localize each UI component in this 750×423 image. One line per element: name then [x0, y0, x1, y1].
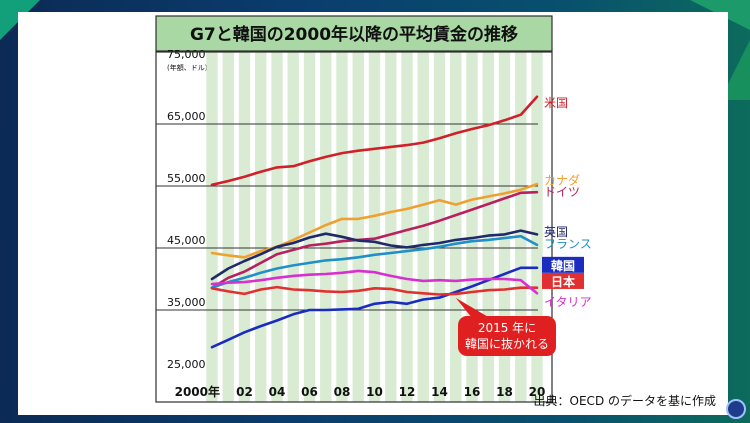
background-stripe: [206, 52, 218, 402]
series-label: 英国: [544, 225, 568, 239]
source-note: 出典：OECD のデータを基に作成: [533, 394, 716, 408]
background-stripe: [498, 52, 511, 402]
background-stripe: [320, 52, 332, 402]
annotation-pointer: [455, 297, 490, 318]
background-stripe: [303, 52, 316, 402]
background-stripe: [401, 52, 413, 402]
background-stripe: [287, 52, 299, 402]
background-stripe: [255, 52, 267, 402]
y-tick-label: 25,000: [167, 358, 206, 371]
background-stripe: [368, 52, 381, 402]
annotation-box: [458, 316, 556, 356]
series-line: [210, 190, 539, 289]
y-tick-label: 65,000: [167, 110, 206, 123]
x-tick-label: 14: [431, 385, 448, 399]
x-tick-label: 04: [269, 385, 286, 399]
x-tick-label: 20: [529, 385, 546, 399]
x-tick-label: 10: [366, 385, 383, 399]
x-tick-label: 2000年: [175, 384, 220, 399]
series-line: [210, 182, 539, 259]
series-line: [210, 234, 539, 289]
background-stripe: [466, 52, 478, 402]
x-tick-label: 16: [464, 385, 481, 399]
series-label-box: [542, 272, 584, 289]
background-stripe: [450, 52, 462, 402]
series-line: [210, 95, 539, 187]
annotation-text: 韓国に抜かれる: [465, 337, 549, 351]
background-stripe: [433, 52, 446, 402]
background-stripe: [352, 52, 364, 402]
series-label: イタリア: [544, 295, 592, 309]
x-tick-label: 12: [399, 385, 416, 399]
y-unit-label: (年額、ドル): [167, 63, 208, 72]
series-line: [210, 269, 539, 295]
series-label: 日本: [551, 274, 575, 289]
background-stripe: [531, 52, 543, 402]
background-stripe: [336, 52, 348, 402]
series-label: 米国: [544, 96, 568, 110]
chart-frame: [155, 51, 553, 403]
x-tick-label: 02: [236, 385, 253, 399]
series-label: カナダ: [544, 173, 580, 188]
series-line: [210, 285, 539, 296]
background-stripe: [515, 52, 527, 402]
background-stripe: [385, 52, 397, 402]
chart-title: G7と韓国の2000年以降の平均賃金の推移: [190, 24, 518, 45]
y-tick-label: 35,000: [167, 296, 206, 309]
chart: G7と韓国の2000年以降の平均賃金の推移 (年額、ドル) 25,000 35,0…: [155, 15, 592, 403]
background-stripe: [271, 52, 283, 402]
y-tick-label: 75,000: [167, 48, 206, 61]
series-label: 韓国: [551, 258, 575, 273]
background-stripe: [222, 52, 234, 402]
logo-icon: [726, 399, 746, 419]
series-label: ドイツ: [544, 185, 580, 199]
x-tick-label: 18: [496, 385, 513, 399]
x-tick-label: 06: [301, 385, 318, 399]
y-tick-label: 55,000: [167, 172, 206, 185]
chart-panel: G7と韓国の2000年以降の平均賃金の推移 (年額、ドル) 25,000 35,0…: [18, 12, 728, 415]
series-label-box: [542, 256, 584, 273]
series-label: フランス: [544, 237, 592, 251]
background-stripe: [238, 52, 251, 402]
series-line: [210, 229, 539, 281]
background-stripe: [482, 52, 494, 402]
x-tick-label: 08: [334, 385, 351, 399]
series-line: [210, 266, 539, 349]
annotation-text: 2015 年に: [478, 321, 536, 335]
title-box: [155, 15, 553, 52]
y-tick-label: 45,000: [167, 234, 206, 247]
